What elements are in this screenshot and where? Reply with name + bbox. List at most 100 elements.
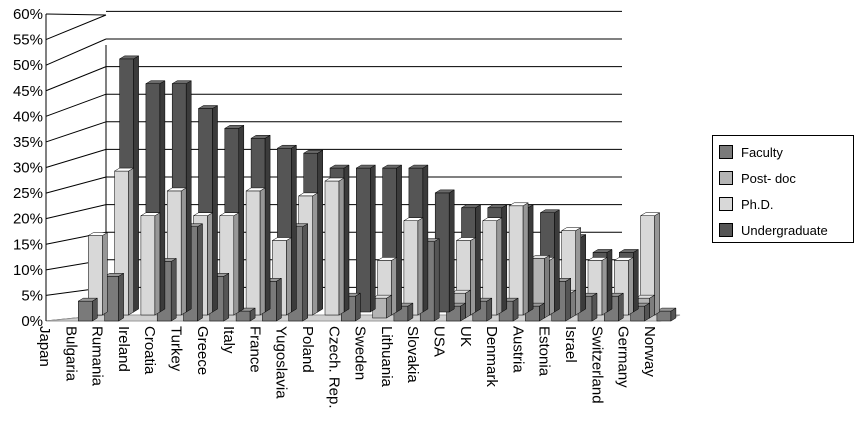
- bar-top: [218, 212, 240, 216]
- x-tick-label: Yugoslavia: [273, 326, 290, 399]
- x-tick-label: UK: [457, 326, 474, 347]
- x-tick-label: Switzerland: [588, 326, 605, 404]
- bar-top: [434, 189, 456, 194]
- gridline-perspective: [45, 204, 107, 220]
- bar-side: [470, 237, 476, 316]
- bar-side: [238, 124, 245, 313]
- x-tick-label: Ireland: [115, 326, 132, 372]
- x-tick-label: Greece: [194, 326, 211, 375]
- bar-top: [166, 187, 188, 192]
- bar-top: [381, 164, 403, 169]
- bar-top: [245, 187, 267, 192]
- x-tick-label: Turkey: [168, 326, 185, 372]
- bar-top: [587, 257, 608, 261]
- x-tick-label: Italy: [220, 326, 237, 354]
- bar-side: [591, 292, 598, 322]
- bar-side: [422, 164, 429, 313]
- legend-item-faculty: Faculty: [719, 143, 783, 161]
- bar-ph-d-ireland: [139, 212, 161, 316]
- bar-faculty-rumania: [103, 272, 125, 322]
- bar-side: [291, 144, 297, 313]
- bar-top: [455, 237, 477, 241]
- bar-top: [276, 144, 298, 149]
- bar-side: [185, 80, 192, 313]
- y-tick-label: 30%: [13, 160, 43, 177]
- bar-side: [159, 80, 166, 313]
- bar-side: [386, 294, 392, 319]
- bar-top: [529, 255, 551, 259]
- bar-side: [433, 238, 440, 322]
- gridline-perspective: [45, 66, 107, 92]
- bar-top: [560, 227, 582, 231]
- bar-side: [118, 272, 124, 322]
- bar-top: [297, 192, 319, 197]
- bar-side: [544, 255, 550, 319]
- bar-faculty-norway: [655, 307, 677, 322]
- x-tick-label: Czech. Rep.: [325, 326, 342, 409]
- bar-top: [144, 80, 166, 84]
- y-tick-label: 50%: [13, 57, 43, 74]
- bar-side: [170, 258, 177, 322]
- gridline-perspective: [45, 121, 107, 143]
- legend-swatch-undergraduate: [719, 223, 733, 237]
- bar-undergraduate-czech-rep: [355, 164, 377, 313]
- bar-ph-d-denmark: [508, 202, 530, 316]
- x-tick-label: Estonia: [536, 326, 553, 377]
- y-tick-label: 45%: [13, 83, 43, 100]
- bar-top: [655, 307, 677, 312]
- bar-front: [245, 190, 261, 316]
- bar-top: [613, 257, 635, 261]
- x-tick-label: Germany: [615, 326, 632, 388]
- gridline-perspective: [45, 176, 107, 194]
- x-tick-label: Slovakia: [404, 326, 421, 383]
- bar-side: [565, 277, 571, 322]
- legend: Faculty Post- doc Ph.D. Undergraduate: [712, 135, 854, 243]
- bar-side: [370, 164, 376, 313]
- bar-side: [128, 167, 134, 316]
- bar-side: [618, 292, 624, 322]
- bar-top: [402, 217, 424, 221]
- bar-top: [87, 232, 109, 236]
- x-tick-label: Lithuania: [378, 326, 395, 388]
- y-tick-label: 5%: [21, 287, 43, 304]
- bars: [77, 55, 677, 322]
- bar-side: [259, 187, 266, 316]
- bar-side: [133, 55, 139, 313]
- bar-ph-d-poland: [324, 177, 345, 316]
- bar-top: [355, 164, 377, 169]
- legend-swatch-post-doc: [719, 171, 733, 185]
- bar-side: [522, 202, 529, 316]
- x-tick-label: Norway: [641, 326, 658, 377]
- bar-side: [628, 256, 634, 316]
- legend-swatch-phd: [719, 197, 733, 211]
- x-tick-label: Japan: [36, 326, 53, 367]
- bar-side: [396, 164, 402, 313]
- bar-top: [223, 125, 245, 129]
- bar-front: [356, 167, 371, 313]
- bar-top: [197, 105, 219, 109]
- legend-item-post-doc: Post- doc: [719, 169, 796, 187]
- legend-label-undergraduate: Undergraduate: [741, 222, 828, 238]
- bar-side: [343, 164, 350, 313]
- bar-front: [78, 300, 93, 322]
- bar-top: [481, 217, 503, 221]
- bar-side: [649, 294, 655, 319]
- x-tick-label: Sweden: [352, 326, 369, 380]
- bar-top: [539, 209, 561, 213]
- bar-top: [171, 80, 193, 84]
- bar-side: [554, 209, 560, 313]
- bar-side: [512, 297, 519, 322]
- bar-side: [580, 234, 586, 313]
- gridline-perspective: [45, 93, 107, 117]
- bar-side: [302, 223, 308, 322]
- bar-side: [212, 105, 218, 313]
- bar-side: [570, 289, 576, 319]
- x-tick-label: Denmark: [483, 326, 500, 387]
- bar-side: [654, 212, 660, 316]
- bar-top: [302, 149, 324, 154]
- bar-front: [403, 220, 419, 316]
- bar-top: [103, 273, 125, 277]
- bar-side: [465, 289, 471, 319]
- bar-side: [601, 256, 608, 316]
